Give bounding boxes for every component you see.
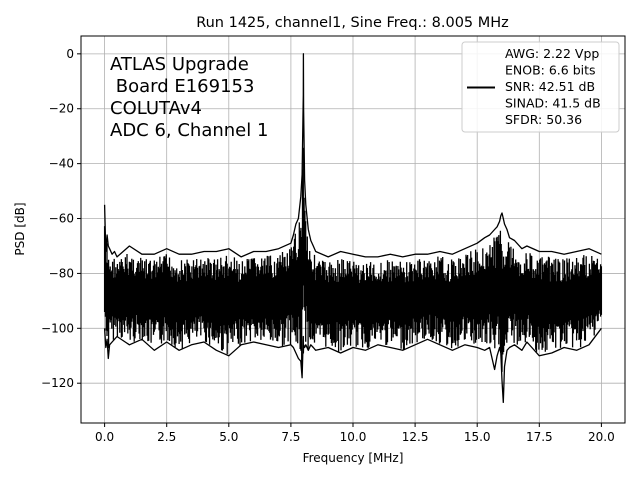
psd-noise-band	[103, 147, 603, 372]
annotation-line: COLUTAv4	[110, 98, 202, 119]
x-axis-ticks: 0.0 2.5 5.0 7.5 10.0 12.5 15.0 17.5 20.0	[95, 423, 615, 444]
y-tick-label: −100	[41, 321, 74, 335]
y-tick-label: −20	[49, 102, 74, 116]
y-tick-label: 0	[66, 47, 74, 61]
x-tick-label: 10.0	[340, 430, 367, 444]
x-tick-label: 12.5	[402, 430, 429, 444]
y-tick-label: −120	[41, 376, 74, 390]
y-axis-label: PSD [dB]	[13, 202, 27, 255]
legend-entry-line: SFDR: 50.36	[505, 112, 582, 127]
legend-entry-line: SINAD: 41.5 dB	[505, 96, 601, 111]
legend-entry-line: AWG: 2.22 Vpp	[505, 46, 599, 61]
annotation-line: ADC 6, Channel 1	[110, 120, 268, 141]
psd-upper-envelope	[103, 53, 602, 258]
psd-trace	[103, 53, 603, 404]
x-tick-label: 20.0	[588, 430, 615, 444]
x-tick-label: 7.5	[281, 430, 300, 444]
legend-entry-line: SNR: 42.51 dB	[505, 79, 595, 94]
annotation-line: Board E169153	[110, 76, 254, 97]
x-axis-label: Frequency [MHz]	[303, 451, 404, 465]
x-tick-label: 0.0	[95, 430, 114, 444]
legend-entry-line: ENOB: 6.6 bits	[505, 63, 596, 78]
psd-lower-envelope	[103, 327, 602, 404]
chart-title: Run 1425, channel1, Sine Freq.: 8.005 MH…	[196, 15, 509, 31]
x-tick-label: 2.5	[157, 430, 176, 444]
y-tick-label: −80	[49, 266, 74, 280]
x-tick-label: 15.0	[464, 430, 491, 444]
x-tick-label: 17.5	[526, 430, 553, 444]
annotation-line: ATLAS Upgrade	[110, 54, 249, 75]
legend-box	[461, 41, 620, 133]
y-tick-label: −60	[49, 212, 74, 226]
x-tick-label: 5.0	[219, 430, 238, 444]
y-axis-ticks: 0 −20 −40 −60 −80 −100 −120	[41, 47, 81, 390]
y-tick-label: −40	[49, 157, 74, 171]
